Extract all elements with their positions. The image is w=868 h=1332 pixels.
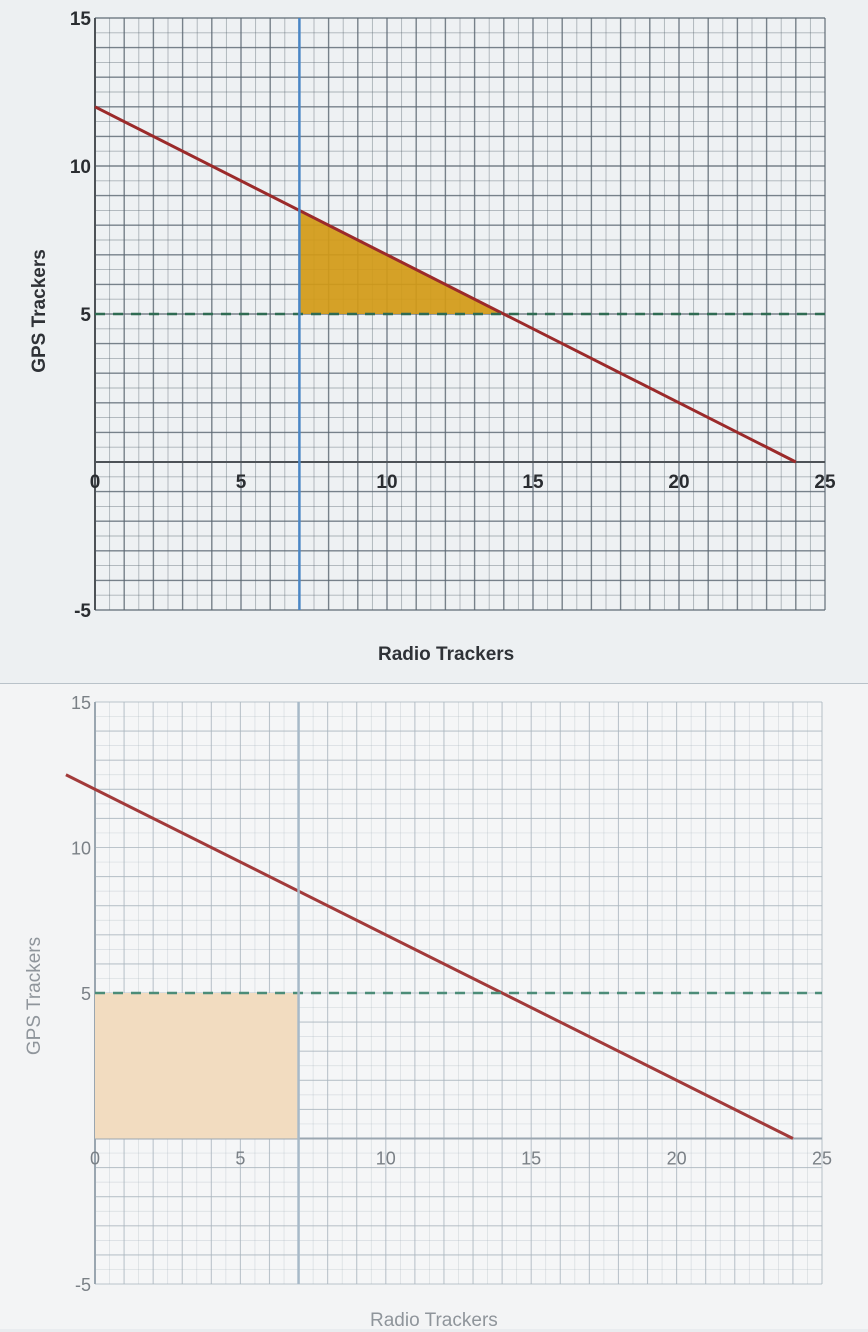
x-tick-label: 20 <box>667 1149 687 1169</box>
chart-top-svg: 0 5 10 15 20 25 -5 5 10 15 <box>70 9 836 622</box>
x-tick-label: 25 <box>812 1149 832 1169</box>
series-line-constraint <box>94 105 797 464</box>
x-axis-label-bottom: Radio Trackers <box>370 1310 498 1331</box>
chart-bottom-svg: 0 5 10 15 20 25 -5 5 10 15 <box>65 693 832 1295</box>
y-axis-label-top: GPS Trackers <box>29 249 50 373</box>
x-tick-label: 5 <box>236 472 247 493</box>
x-tick-label: 5 <box>235 1149 245 1169</box>
y-tick-label: 10 <box>71 839 91 859</box>
x-tick-label: 0 <box>90 1149 100 1169</box>
y-tick-label: 15 <box>70 9 92 30</box>
x-tick-label: 10 <box>376 1149 396 1169</box>
x-tick-label: 0 <box>90 472 101 493</box>
x-tick-label: 25 <box>814 472 836 493</box>
y-tick-label: 5 <box>81 984 91 1004</box>
y-tick-label: -5 <box>75 1275 91 1295</box>
chart-panel-top: 0 5 10 15 20 25 -5 5 10 15 GPS Trackers Radio Tra… <box>29 9 836 665</box>
y-tick-label: 15 <box>71 693 91 713</box>
y-axis-label-bottom: GPS Trackers <box>24 936 45 1056</box>
shaded-region <box>95 993 299 1139</box>
x-tick-label: 15 <box>522 472 544 493</box>
y-tick-label: -5 <box>74 601 91 622</box>
x-tick-label: 10 <box>376 472 397 493</box>
y-tick-label: 5 <box>80 305 91 326</box>
series-line-constraint <box>65 773 794 1140</box>
x-tick-label: 15 <box>521 1149 541 1169</box>
x-axis-label-top: Radio Trackers <box>378 644 515 665</box>
chart-panel-bottom: 0 5 10 15 20 25 -5 5 10 15 GPS Trackers Radio Tra… <box>0 684 868 1331</box>
y-tick-label: 10 <box>70 157 91 178</box>
x-tick-label: 20 <box>668 472 689 493</box>
